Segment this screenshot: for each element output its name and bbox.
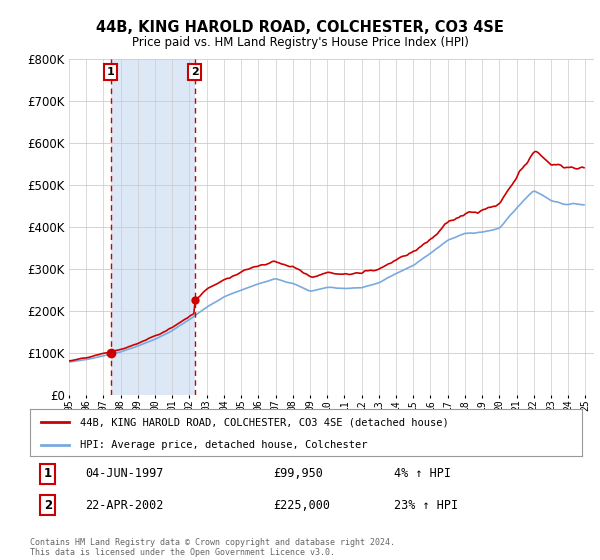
Text: 44B, KING HAROLD ROAD, COLCHESTER, CO3 4SE: 44B, KING HAROLD ROAD, COLCHESTER, CO3 4…: [96, 20, 504, 35]
Text: HPI: Average price, detached house, Colchester: HPI: Average price, detached house, Colc…: [80, 440, 367, 450]
Text: 4% ↑ HPI: 4% ↑ HPI: [394, 468, 451, 480]
Text: 04-JUN-1997: 04-JUN-1997: [85, 468, 164, 480]
Text: £225,000: £225,000: [273, 498, 330, 512]
Text: Contains HM Land Registry data © Crown copyright and database right 2024.
This d: Contains HM Land Registry data © Crown c…: [30, 538, 395, 557]
Bar: [110, 59, 195, 395]
Text: 23% ↑ HPI: 23% ↑ HPI: [394, 498, 458, 512]
Text: 2: 2: [191, 67, 199, 77]
Text: 1: 1: [107, 67, 115, 77]
Text: 44B, KING HAROLD ROAD, COLCHESTER, CO3 4SE (detached house): 44B, KING HAROLD ROAD, COLCHESTER, CO3 4…: [80, 417, 448, 427]
Text: 2: 2: [44, 498, 52, 512]
Text: 1: 1: [44, 468, 52, 480]
Text: 22-APR-2002: 22-APR-2002: [85, 498, 164, 512]
Text: £99,950: £99,950: [273, 468, 323, 480]
Text: Price paid vs. HM Land Registry's House Price Index (HPI): Price paid vs. HM Land Registry's House …: [131, 36, 469, 49]
